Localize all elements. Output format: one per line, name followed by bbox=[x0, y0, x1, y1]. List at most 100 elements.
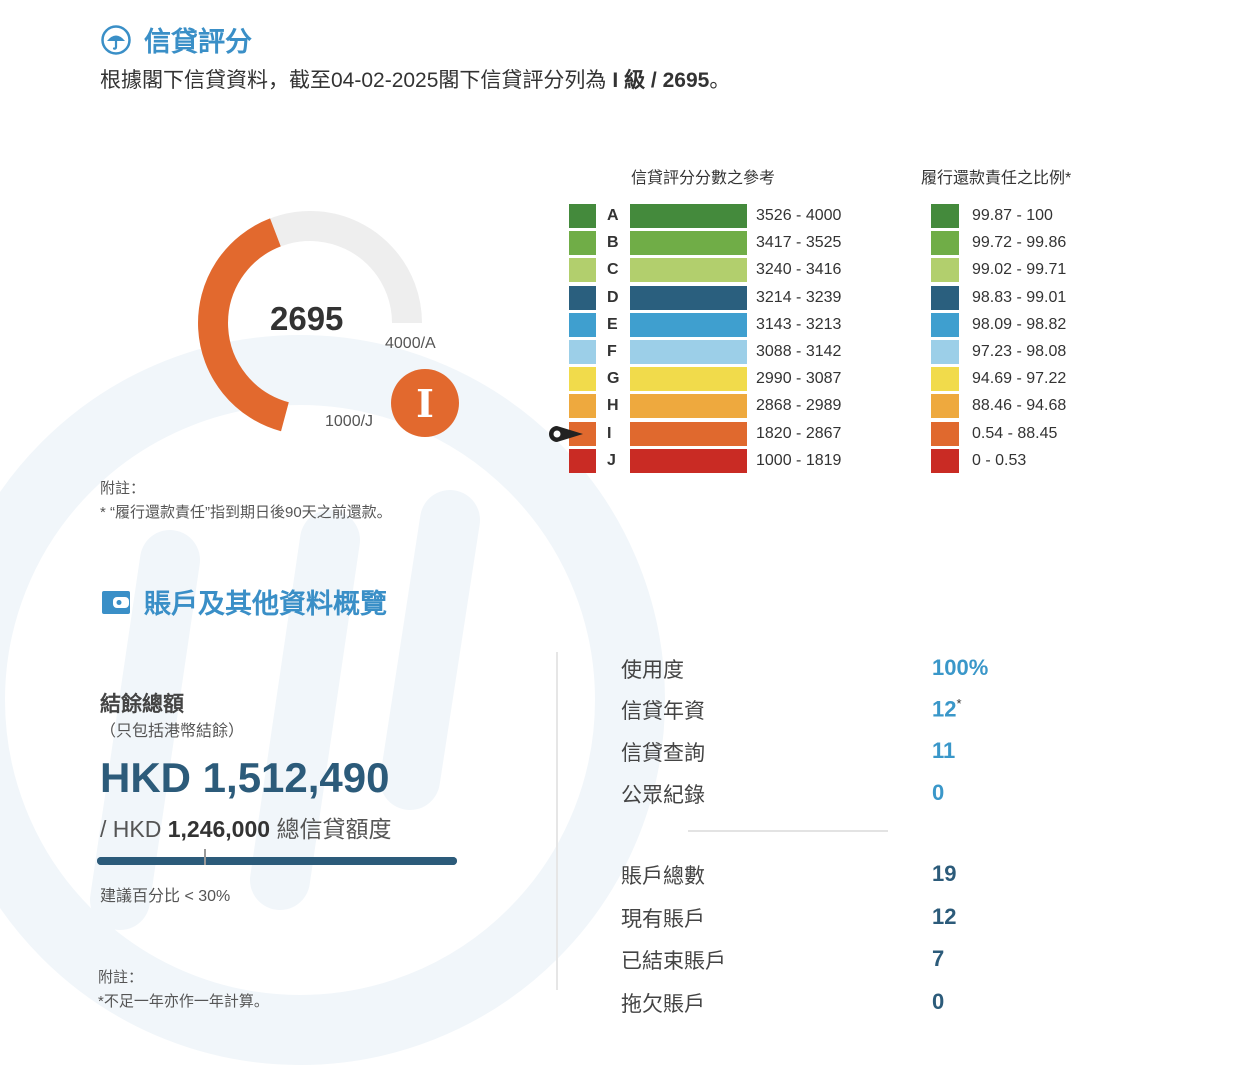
umbrella-icon bbox=[101, 24, 131, 55]
stat-value-text: 12 bbox=[932, 696, 957, 722]
grade-badge: I bbox=[391, 369, 459, 437]
repayment-pct-header: 履行還款責任之比例* bbox=[921, 170, 1072, 187]
grade-swatch bbox=[569, 286, 596, 310]
stat-value: 7 bbox=[932, 946, 944, 972]
pct-swatch bbox=[931, 449, 959, 473]
grade-score-range: 3240 - 3416 bbox=[756, 261, 842, 278]
score-gauge bbox=[198, 211, 422, 432]
stat-label: 信貸查詢 bbox=[621, 742, 705, 765]
utilization-suggestion: 建議百分比 < 30% bbox=[100, 888, 231, 905]
pct-swatch bbox=[931, 231, 959, 255]
credit-limit: / HKD 1,246,000 總信貸額度 bbox=[100, 810, 391, 844]
stat-value: 0 bbox=[932, 780, 944, 806]
pct-swatch bbox=[931, 367, 959, 391]
balance-amount: HKD 1,512,490 bbox=[100, 754, 390, 801]
grade-bar bbox=[630, 204, 747, 228]
pct-range: 99.02 - 99.71 bbox=[972, 261, 1067, 278]
pct-range: 99.72 - 99.86 bbox=[972, 234, 1067, 251]
stat-value: 12* bbox=[932, 696, 962, 722]
divider-horizontal bbox=[688, 830, 888, 832]
credit-score-title-text: 信貸評分 bbox=[144, 27, 252, 57]
limit-amount: 1,246,000 bbox=[167, 816, 271, 842]
stat-label: 信貸年資 bbox=[621, 700, 705, 723]
grade-swatch bbox=[569, 449, 596, 473]
grade-score-range: 3143 - 3213 bbox=[756, 316, 842, 333]
stat-value-text: 100% bbox=[932, 655, 989, 680]
current-grade-pointer-icon bbox=[549, 426, 583, 442]
accounts-title-text: 賬戶及其他資料概覽 bbox=[144, 589, 387, 619]
accounts-note-title: 附註： bbox=[98, 969, 144, 986]
gauge-score: 2695 bbox=[270, 300, 344, 337]
stat-value-text: 19 bbox=[932, 861, 957, 886]
grade-swatch bbox=[569, 231, 596, 255]
intro-text: 根據閣下信貸資料，截至04-02-2025閣下信貸評分列為 bbox=[100, 69, 607, 92]
stat-label: 賬戶總數 bbox=[621, 865, 705, 888]
grade-swatch bbox=[569, 258, 596, 282]
stat-value: 0 bbox=[932, 989, 944, 1015]
suggested-limit-marker bbox=[204, 849, 206, 865]
utilization-fill bbox=[97, 857, 457, 865]
pct-swatch bbox=[931, 258, 959, 282]
grade-letter: C bbox=[607, 261, 619, 278]
limit-prefix: / HKD bbox=[100, 816, 162, 842]
grade-letter: J bbox=[607, 452, 616, 469]
grade-bar bbox=[630, 367, 747, 391]
stat-value-text: 12 bbox=[932, 904, 957, 929]
grade-score-range: 3214 - 3239 bbox=[756, 289, 842, 306]
pct-swatch bbox=[931, 422, 959, 446]
credit-score-note: 附註： * “履行還款責任”指到期日後90天之前還款。 bbox=[100, 477, 392, 525]
grade-letter: A bbox=[607, 207, 619, 224]
divider-vertical bbox=[556, 652, 558, 990]
stat-value: 11 bbox=[932, 738, 955, 764]
gauge-max-label: 4000/A bbox=[385, 335, 436, 352]
grade-letter: B bbox=[607, 234, 619, 251]
grade-swatch bbox=[569, 204, 596, 228]
pct-swatch bbox=[931, 286, 959, 310]
grade-letter: H bbox=[607, 397, 619, 414]
stat-value-text: 11 bbox=[932, 738, 956, 763]
grade-score-range: 3526 - 4000 bbox=[756, 207, 842, 224]
grade-score-range: 1820 - 2867 bbox=[756, 425, 842, 442]
stat-value: 19 bbox=[932, 861, 956, 887]
grade-score-range: 1000 - 1819 bbox=[756, 452, 842, 469]
grade-letter: I bbox=[607, 425, 612, 442]
intro-end: 。 bbox=[709, 69, 731, 92]
stat-value-text: 0 bbox=[932, 989, 945, 1014]
utilization-bar bbox=[97, 857, 457, 865]
grade-bar bbox=[630, 231, 747, 255]
pct-range: 0.54 - 88.45 bbox=[972, 425, 1058, 442]
grade-swatch bbox=[569, 394, 596, 418]
grade-score-range: 2868 - 2989 bbox=[756, 397, 842, 414]
pct-range: 98.09 - 98.82 bbox=[972, 316, 1067, 333]
score-reference-header: 信貸評分分數之參考 bbox=[631, 170, 776, 187]
pct-range: 94.69 - 97.22 bbox=[972, 370, 1067, 387]
note-text: * “履行還款責任”指到期日後90天之前還款。 bbox=[100, 504, 392, 521]
balance-sub: （只包括港幣結餘） bbox=[100, 723, 245, 740]
stat-label: 使用度 bbox=[621, 659, 684, 682]
balance-label: 結餘總額 bbox=[100, 693, 184, 716]
gauge-fill bbox=[198, 218, 290, 432]
pct-range: 0 - 0.53 bbox=[972, 452, 1027, 469]
grade-bar bbox=[630, 449, 747, 473]
pct-swatch bbox=[931, 340, 959, 364]
pct-range: 98.83 - 99.01 bbox=[972, 289, 1067, 306]
credit-score-title: 信貸評分 bbox=[100, 20, 252, 59]
grade-swatch bbox=[569, 367, 596, 391]
grade-swatch bbox=[569, 340, 596, 364]
note-title: 附註： bbox=[100, 480, 146, 497]
limit-suffix: 總信貸額度 bbox=[276, 816, 392, 842]
pct-range: 99.87 - 100 bbox=[972, 207, 1053, 224]
stat-label: 現有賬戶 bbox=[621, 908, 705, 931]
stat-label: 拖欠賬戶 bbox=[621, 993, 705, 1016]
stat-value-text: 0 bbox=[932, 780, 945, 805]
stat-value: 100% bbox=[932, 655, 988, 681]
grade-score-range: 2990 - 3087 bbox=[756, 370, 842, 387]
pct-range: 97.23 - 98.08 bbox=[972, 343, 1067, 360]
grade-letter: E bbox=[607, 316, 618, 333]
pct-swatch bbox=[931, 313, 959, 337]
grade-bar bbox=[630, 286, 747, 310]
grade-score-range: 3417 - 3525 bbox=[756, 234, 842, 251]
gauge-min-label: 1000/J bbox=[325, 413, 374, 430]
stat-label: 已結束賬戶 bbox=[621, 950, 726, 973]
credit-score-intro: 根據閣下信貸資料，截至04-02-2025閣下信貸評分列為 I 級 / 2695。 bbox=[100, 64, 730, 94]
